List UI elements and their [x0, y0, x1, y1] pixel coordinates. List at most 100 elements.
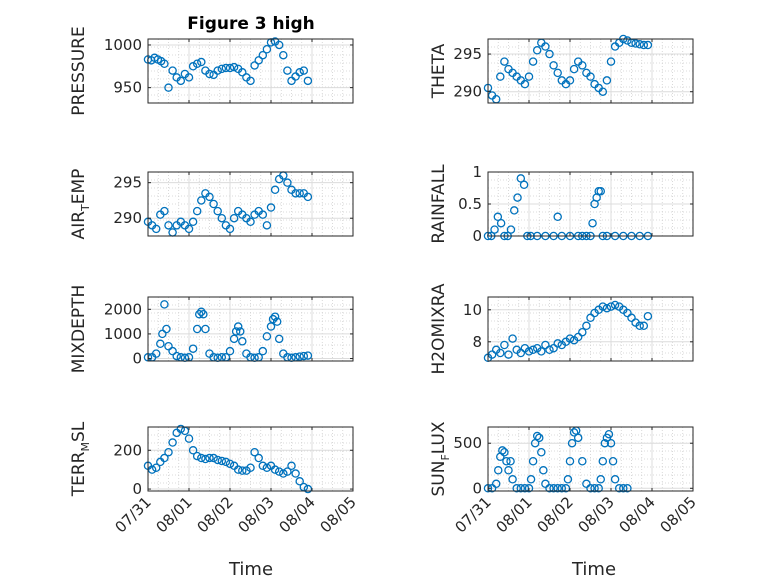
x-tick-label: 08/05 [657, 493, 700, 536]
data-point [238, 466, 247, 475]
data-point [270, 465, 280, 474]
x-tick-label: 08/02 [194, 493, 237, 536]
x-tick-label: 07/31 [112, 493, 155, 536]
y-axis-label: MIXDEPTH [69, 285, 89, 374]
data-point [513, 193, 522, 202]
data-point [164, 221, 173, 230]
x-tick-label: 08/05 [317, 493, 360, 536]
data-point [151, 349, 161, 358]
data-point [283, 66, 292, 75]
data-point [516, 348, 526, 358]
data-point [291, 189, 300, 198]
data-point [569, 428, 579, 437]
y-tick-label: 8 [472, 333, 482, 351]
data-point [567, 438, 577, 448]
data-point [197, 57, 206, 67]
data-point [217, 456, 227, 466]
data-point [586, 313, 595, 323]
y-tick-label: 295 [113, 174, 142, 192]
data-point [164, 83, 173, 92]
x-tick-label: 08/01 [153, 493, 196, 536]
data-point [205, 192, 214, 202]
data-point [608, 457, 618, 466]
data-point [283, 178, 292, 187]
data-point [586, 72, 595, 81]
data-point [528, 345, 538, 355]
y-tick-label: 1 [472, 163, 482, 181]
y-tick-label: 0 [472, 227, 482, 245]
data-point [197, 196, 206, 205]
data-point [168, 438, 177, 447]
data-point [184, 73, 194, 82]
data-point [596, 186, 606, 196]
data-point [221, 63, 231, 73]
data-point [493, 466, 503, 475]
data-point [238, 68, 247, 77]
y-tick-label: 10 [463, 301, 482, 319]
data-point [299, 66, 309, 75]
data-point [279, 469, 288, 478]
data-point [197, 307, 206, 317]
y-axis-label: TERRMSL [69, 421, 92, 497]
y-tick-label: 1000 [104, 36, 142, 54]
data-point [192, 451, 202, 461]
data-point [571, 426, 581, 435]
data-point [553, 68, 562, 78]
data-point [639, 40, 649, 50]
data-point [217, 64, 227, 74]
data-point [635, 321, 644, 331]
subplot-5: 0 1000 2000 MIXDEPTH [69, 285, 354, 374]
data-point [588, 218, 597, 228]
data-point [565, 457, 575, 466]
data-point [268, 314, 278, 324]
data-point [553, 484, 562, 493]
data-point [201, 454, 210, 464]
data-point [504, 350, 513, 359]
data-point [506, 457, 515, 466]
data-point [299, 351, 309, 361]
data-point [500, 340, 509, 350]
data-point [549, 343, 558, 353]
data-point [516, 484, 526, 493]
y-axis-label: PRESSURE [69, 26, 89, 115]
data-point [295, 68, 304, 77]
data-point [233, 322, 243, 331]
data-point [213, 66, 222, 75]
y-tick-label: 0 [472, 479, 482, 497]
axes-box [147, 426, 354, 492]
axes-box [147, 38, 354, 104]
data-point [274, 40, 284, 50]
data-point [209, 453, 218, 463]
data-point [516, 174, 526, 183]
data-point [303, 192, 313, 202]
data-point [188, 217, 198, 227]
data-point [283, 467, 292, 476]
data-point [565, 334, 575, 343]
data-point [229, 213, 239, 223]
y-axis-label: SUNFLUX [429, 421, 452, 496]
data-point [541, 479, 550, 489]
data-point [164, 341, 173, 351]
data-point [590, 484, 599, 493]
y-tick-label: 1000 [104, 325, 142, 343]
data-point [168, 228, 177, 237]
data-point [545, 49, 554, 59]
subplot-8: 0 500SUNFLUX07/3108/0108/0208/0308/0408/0… [429, 421, 700, 536]
data-point [176, 424, 186, 434]
y-tick-label: 0.5 [458, 195, 482, 213]
data-point [594, 484, 603, 493]
data-point [606, 302, 616, 311]
data-point [524, 72, 534, 81]
data-point [225, 459, 235, 469]
y-tick-label: 295 [453, 45, 482, 63]
data-point [553, 212, 562, 222]
data-point [573, 332, 583, 342]
data-point [303, 351, 313, 360]
y-axis-label: H2OMIXRA [429, 283, 449, 374]
data-point [168, 66, 177, 75]
data-point [192, 206, 202, 216]
data-point [258, 50, 268, 60]
data-point [635, 40, 644, 49]
